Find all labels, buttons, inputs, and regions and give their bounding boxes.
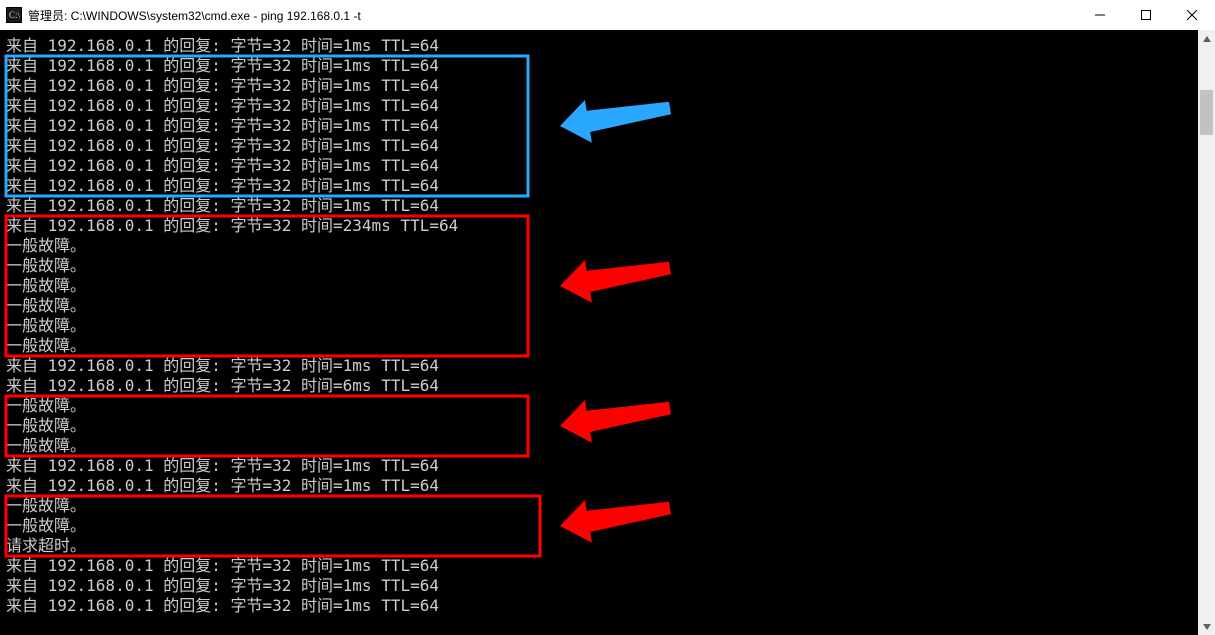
ping-error-line: 一般故障。 <box>6 256 86 276</box>
window-title: 管理员: C:\WINDOWS\system32\cmd.exe - ping … <box>28 7 361 24</box>
ping-error-line: 一般故障。 <box>6 416 86 436</box>
window-controls <box>1077 0 1215 30</box>
ping-reply-line: 来自 192.168.0.1 的回复: 字节=32 时间=1ms TTL=64 <box>6 476 439 496</box>
ping-reply-line: 来自 192.168.0.1 的回复: 字节=32 时间=234ms TTL=6… <box>6 216 458 236</box>
ping-error-line: 一般故障。 <box>6 516 86 536</box>
ping-reply-line: 来自 192.168.0.1 的回复: 字节=32 时间=1ms TTL=64 <box>6 196 439 216</box>
ping-reply-line: 来自 192.168.0.1 的回复: 字节=32 时间=1ms TTL=64 <box>6 116 439 136</box>
ping-reply-line: 来自 192.168.0.1 的回复: 字节=32 时间=1ms TTL=64 <box>6 56 439 76</box>
maximize-button[interactable] <box>1123 0 1169 30</box>
scroll-up-arrow[interactable] <box>1198 30 1215 47</box>
ping-error-line: 一般故障。 <box>6 436 86 456</box>
ping-reply-line: 来自 192.168.0.1 的回复: 字节=32 时间=1ms TTL=64 <box>6 156 439 176</box>
ping-reply-line: 来自 192.168.0.1 的回复: 字节=32 时间=1ms TTL=64 <box>6 176 439 196</box>
cmd-icon: C:\ <box>6 7 22 23</box>
ping-error-line: 一般故障。 <box>6 496 86 516</box>
ping-error-line: 一般故障。 <box>6 336 86 356</box>
ping-error-line: 一般故障。 <box>6 296 86 316</box>
vertical-scrollbar[interactable] <box>1198 30 1215 635</box>
ping-reply-line: 来自 192.168.0.1 的回复: 字节=32 时间=1ms TTL=64 <box>6 96 439 116</box>
cmd-window: C:\ 管理员: C:\WINDOWS\system32\cmd.exe - p… <box>0 0 1215 635</box>
ping-reply-line: 来自 192.168.0.1 的回复: 字节=32 时间=6ms TTL=64 <box>6 376 439 396</box>
close-button[interactable] <box>1169 0 1215 30</box>
ping-error-line: 一般故障。 <box>6 276 86 296</box>
ping-reply-line: 来自 192.168.0.1 的回复: 字节=32 时间=1ms TTL=64 <box>6 36 439 56</box>
console-content: 来自 192.168.0.1 的回复: 字节=32 时间=1ms TTL=64来… <box>0 30 1215 635</box>
ping-error-line: 一般故障。 <box>6 316 86 336</box>
scroll-down-arrow[interactable] <box>1198 618 1215 635</box>
ping-error-line: 请求超时。 <box>6 536 86 556</box>
ping-error-line: 一般故障。 <box>6 396 86 416</box>
svg-text:C:\: C:\ <box>9 10 21 20</box>
ping-reply-line: 来自 192.168.0.1 的回复: 字节=32 时间=1ms TTL=64 <box>6 76 439 96</box>
scroll-thumb[interactable] <box>1200 90 1213 135</box>
ping-reply-line: 来自 192.168.0.1 的回复: 字节=32 时间=1ms TTL=64 <box>6 556 439 576</box>
console-area[interactable]: 来自 192.168.0.1 的回复: 字节=32 时间=1ms TTL=64来… <box>0 30 1215 635</box>
ping-reply-line: 来自 192.168.0.1 的回复: 字节=32 时间=1ms TTL=64 <box>6 576 439 596</box>
ping-error-line: 一般故障。 <box>6 236 86 256</box>
ping-reply-line: 来自 192.168.0.1 的回复: 字节=32 时间=1ms TTL=64 <box>6 136 439 156</box>
ping-reply-line: 来自 192.168.0.1 的回复: 字节=32 时间=1ms TTL=64 <box>6 456 439 476</box>
ping-reply-line: 来自 192.168.0.1 的回复: 字节=32 时间=1ms TTL=64 <box>6 356 439 376</box>
titlebar[interactable]: C:\ 管理员: C:\WINDOWS\system32\cmd.exe - p… <box>0 0 1215 31</box>
minimize-button[interactable] <box>1077 0 1123 30</box>
ping-reply-line: 来自 192.168.0.1 的回复: 字节=32 时间=1ms TTL=64 <box>6 596 439 616</box>
